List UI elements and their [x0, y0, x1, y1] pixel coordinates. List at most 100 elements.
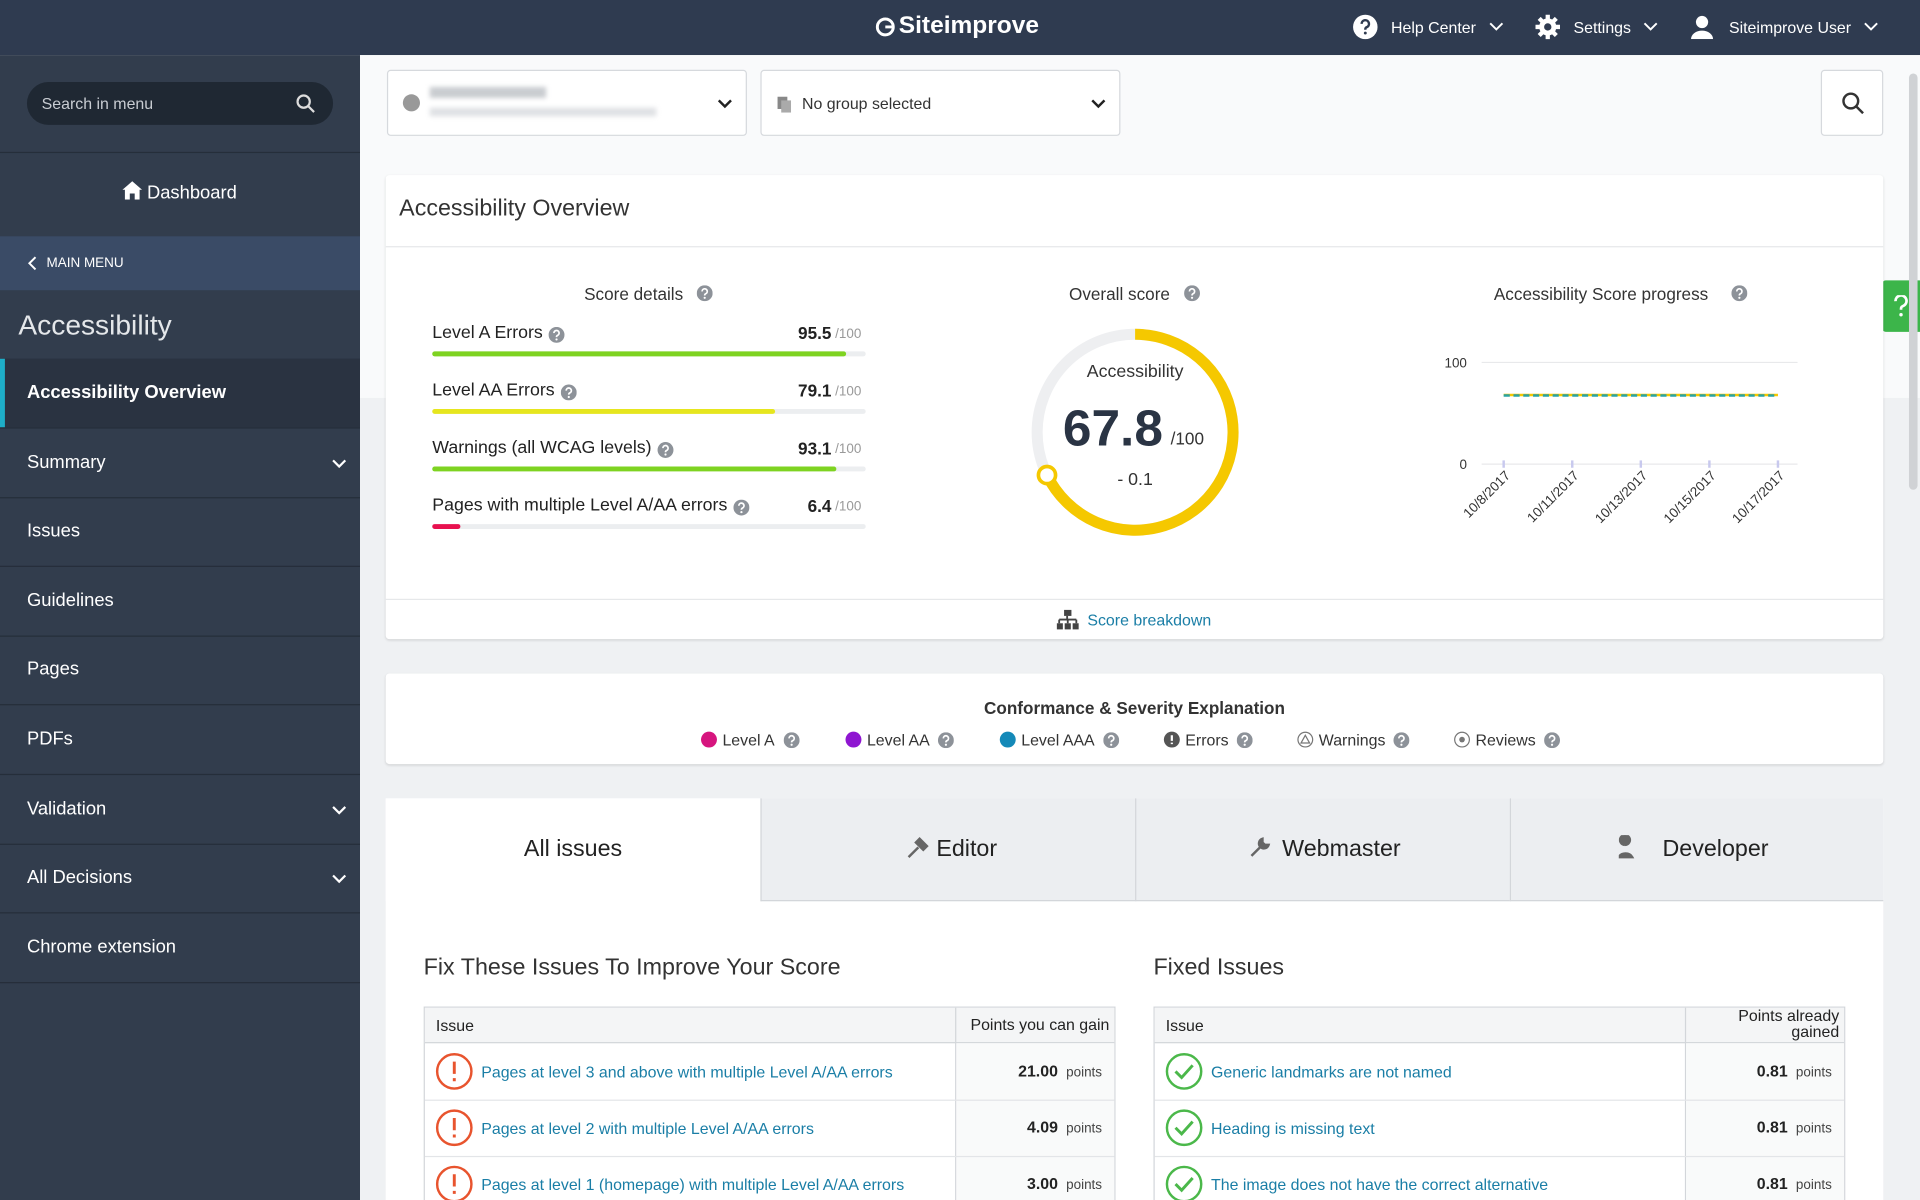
- menu-label: Validation: [26, 797, 107, 819]
- legend-dot: [701, 731, 717, 748]
- score-breakdown[interactable]: Score breakdown: [1087, 611, 1212, 630]
- hierarchy-icon: [1056, 609, 1079, 630]
- chevron: [1643, 22, 1658, 31]
- scrollbar[interactable]: [1908, 73, 1918, 490]
- tab[interactable]: Developer: [1509, 798, 1884, 902]
- site-selector[interactable]: [386, 69, 747, 136]
- help-icon-dot: [944, 743, 948, 746]
- score-value: 79.1: [798, 380, 832, 401]
- menu-item[interactable]: Pages: [0, 636, 360, 705]
- settings[interactable]: Settings: [1573, 18, 1632, 37]
- score-value: 6.4: [807, 495, 832, 516]
- menu-item[interactable]: All Decisions: [0, 844, 360, 913]
- menu-item[interactable]: PDFs: [0, 705, 360, 774]
- back-icon: [28, 256, 37, 271]
- search-box[interactable]: Search in menu: [26, 82, 334, 125]
- search-icon: [1842, 92, 1864, 115]
- progress-title: Accessibility Score progress: [1493, 284, 1709, 304]
- main-menu-row[interactable]: MAIN MENU: [0, 236, 360, 291]
- table-header: [1154, 1007, 1845, 1044]
- help-icon[interactable]: [657, 442, 674, 458]
- tab[interactable]: Editor: [760, 798, 1136, 902]
- search-button[interactable]: [1820, 69, 1884, 136]
- legend-icon: [999, 731, 1016, 748]
- blurred-url: [429, 107, 657, 117]
- points-value: 21.00: [1018, 1061, 1058, 1080]
- table-header: [424, 1007, 1115, 1044]
- legend-icon: [845, 731, 862, 748]
- help-icon[interactable]: [1544, 732, 1560, 749]
- menu-item[interactable]: Summary: [0, 428, 360, 497]
- score-track: [432, 524, 866, 529]
- help-icon[interactable]: [1184, 285, 1200, 302]
- tab[interactable]: All issues: [385, 798, 761, 902]
- menu-label: PDFs: [26, 728, 73, 750]
- help-icon-glyph: [701, 287, 709, 296]
- score-max: /100: [835, 384, 862, 400]
- help-icon[interactable]: [560, 384, 577, 401]
- help-icon-glyph: [565, 387, 573, 395]
- sidebar: Search in menu Dashboard MAIN MENU Acces…: [0, 55, 360, 1200]
- separator: [0, 496, 360, 498]
- user-menu[interactable]: Siteimprove User: [1728, 18, 1852, 37]
- help-icon[interactable]: [548, 326, 565, 343]
- help-icon[interactable]: [1393, 732, 1410, 749]
- issue-link[interactable]: Generic landmarks are not named: [1211, 1062, 1452, 1082]
- tab-icon: [1618, 835, 1635, 859]
- top-bar: Siteimprove Help Center Settings Siteimp…: [0, 0, 1920, 56]
- check-mark: [1174, 1176, 1194, 1193]
- points-unit: points: [1795, 1065, 1832, 1080]
- error-circle: [435, 1165, 473, 1200]
- menu-item[interactable]: Chrome extension: [0, 913, 360, 982]
- menu-label: Pages: [26, 659, 80, 681]
- issue-link[interactable]: Pages at level 1 (homepage) with multipl…: [481, 1175, 905, 1194]
- user-icon[interactable]: [1690, 15, 1714, 40]
- menu-item[interactable]: Guidelines: [0, 567, 360, 636]
- settings-icon[interactable]: [1534, 13, 1561, 40]
- help-icon-glyph: [662, 444, 669, 453]
- tab-icon-shape: [1618, 835, 1635, 859]
- help-icon[interactable]: [696, 285, 713, 302]
- tab-label: Webmaster: [1282, 836, 1401, 863]
- chevron: [332, 805, 347, 815]
- check-mark: [1174, 1120, 1194, 1137]
- issue-link[interactable]: Pages at level 2 with multiple Level A/A…: [481, 1119, 814, 1138]
- help-icon[interactable]: [1352, 13, 1379, 40]
- help-icon-glyph: [788, 734, 796, 743]
- help-icon[interactable]: [937, 732, 954, 749]
- menu-item[interactable]: Accessibility Overview: [0, 358, 360, 428]
- issue-link[interactable]: Pages at level 3 and above with multiple…: [481, 1062, 893, 1082]
- help-icon-bg: [560, 384, 577, 401]
- score-label: Pages with multiple Level A/AA errors: [432, 495, 728, 516]
- menu-item[interactable]: Validation: [0, 775, 360, 844]
- x-tick-label: 10/11/2017: [1524, 468, 1582, 526]
- tab[interactable]: Webmaster: [1135, 798, 1510, 902]
- tab-icon-shape: [907, 837, 929, 859]
- check-circle: [1165, 1165, 1203, 1200]
- help-icon[interactable]: [1731, 285, 1748, 302]
- issue-link[interactable]: Heading is missing text: [1211, 1119, 1375, 1138]
- separator: [0, 565, 360, 568]
- menu-label: Issues: [26, 520, 81, 542]
- dashboard-link[interactable]: Dashboard: [146, 182, 237, 204]
- help-icon[interactable]: [783, 732, 800, 749]
- menu-item[interactable]: Issues: [0, 497, 360, 566]
- help-icon-bg: [1731, 285, 1748, 302]
- points-value: 0.81: [1756, 1174, 1788, 1193]
- menu-label: Accessibility Overview: [26, 382, 227, 403]
- brand-icon: [875, 17, 895, 37]
- help-icon-bg: [1393, 732, 1410, 749]
- help-icon-glyph: [1241, 734, 1249, 743]
- points-unit: points: [1066, 1121, 1103, 1137]
- gauge-label: Accessibility: [1086, 362, 1184, 383]
- points-value: 0.81: [1756, 1061, 1788, 1080]
- help-icon[interactable]: [1236, 732, 1253, 749]
- main-menu[interactable]: MAIN MENU: [46, 255, 124, 271]
- help-center[interactable]: Help Center: [1391, 18, 1476, 37]
- help-icon[interactable]: [1103, 732, 1120, 749]
- issue-link[interactable]: The image does not have the correct alte…: [1211, 1175, 1549, 1194]
- group-selector[interactable]: No group selected: [760, 69, 1121, 136]
- brand: Siteimprove: [898, 12, 1039, 40]
- help-icon[interactable]: [733, 499, 750, 516]
